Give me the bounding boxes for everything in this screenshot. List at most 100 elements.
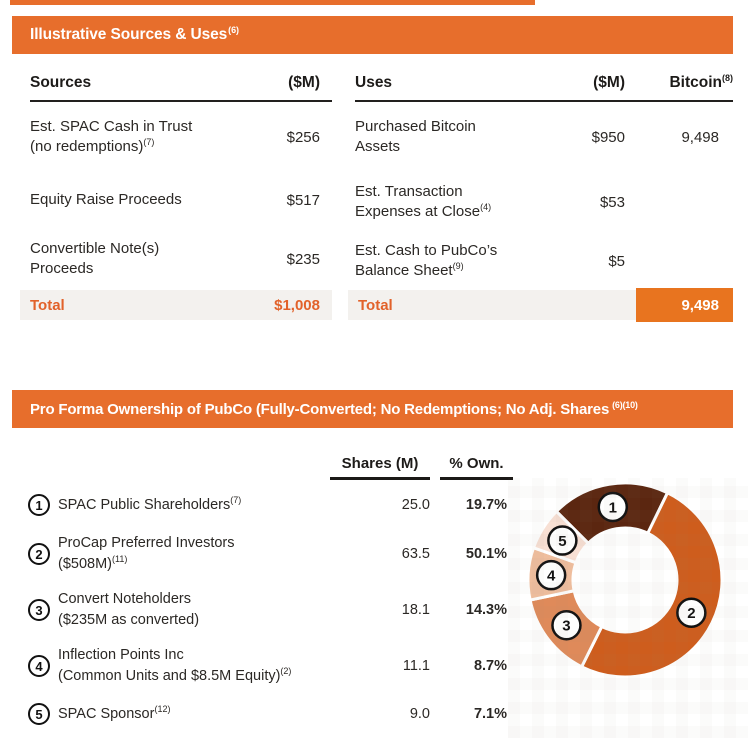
source-row-label: Convertible Note(s) Proceeds — [30, 239, 257, 279]
use-row-value: $5 — [608, 252, 625, 270]
donut-badge-circle-5 — [547, 525, 578, 556]
bitcoin-total-box: 9,498 — [636, 288, 733, 322]
source-row-value: $235 — [286, 250, 320, 268]
shares-column-header: Shares (M) — [330, 455, 430, 480]
source-row-value: $256 — [286, 128, 320, 146]
sources-total-label: Total — [30, 296, 65, 314]
holder-label: ProCap Preferred Investors ($508M)(11) — [58, 534, 355, 573]
table-row: Est. Cash to PubCo’s Balance Sheet(9) $5 — [355, 232, 733, 290]
table-row: Est. SPAC Cash in Trust (no redemptions)… — [30, 102, 332, 172]
use-label-text: Est. Transaction Expenses at Close — [355, 183, 481, 220]
ownership-donut-chart: 1 2 3 4 5 — [526, 481, 724, 679]
uses-column-header: Uses — [355, 74, 393, 91]
use-label-text: Purchased Bitcoin Assets — [355, 118, 476, 155]
footnote-ref: (8) — [722, 73, 733, 84]
donut-badge-number-3: 3 — [562, 618, 570, 635]
uses-total-label: Total — [358, 296, 393, 314]
footnote-ref: (4) — [480, 202, 492, 212]
banner2-footnote: (6)(10) — [612, 400, 638, 410]
holder-label-text: ProCap Preferred Investors ($508M) — [58, 535, 235, 572]
holder-label: Inflection Points Inc (Common Units and … — [58, 646, 355, 685]
bitcoin-column-header: Bitcoin(8) — [633, 73, 733, 92]
holder-shares: 18.1 — [401, 602, 430, 618]
holder-label-text: SPAC Sponsor — [58, 705, 155, 722]
list-item: 3 Convert Noteholders ($235M as converte… — [28, 582, 513, 638]
ownership-banner-title: Pro Forma Ownership of PubCo (Fully-Conv… — [30, 400, 638, 418]
donut-badge-number-2: 2 — [687, 605, 695, 622]
list-item: 2 ProCap Preferred Investors ($508M)(11)… — [28, 526, 513, 582]
row-number-badge: 5 — [28, 703, 50, 725]
banner1-footnote: (6) — [228, 25, 239, 36]
sources-table-header: Sources ($M) — [30, 66, 332, 102]
holder-shares: 63.5 — [401, 546, 430, 562]
table-row: Convertible Note(s) Proceeds $235 — [30, 228, 332, 290]
footnote-ref: (11) — [112, 553, 128, 564]
holder-label: Convert Noteholders ($235M as converted) — [58, 590, 355, 629]
ownership-banner: Pro Forma Ownership of PubCo (Fully-Conv… — [12, 390, 733, 428]
row-number-badge: 3 — [28, 599, 50, 621]
holder-own-pct: 7.1% — [473, 706, 507, 722]
donut-badge-number-5: 5 — [558, 533, 566, 550]
footnote-ref: (7) — [230, 494, 242, 505]
banner1-text: Illustrative Sources & Uses — [30, 26, 228, 44]
donut-badge-number-1: 1 — [609, 499, 617, 516]
holder-label-text: Inflection Points Inc (Common Units and … — [58, 647, 281, 684]
sources-uses-banner-title: Illustrative Sources & Uses(6) — [30, 25, 239, 44]
uses-table-header: Uses ($M) Bitcoin(8) — [355, 66, 733, 102]
donut-badge-number-4: 4 — [547, 568, 556, 585]
use-label-text: Est. Cash to PubCo’s Balance Sheet — [355, 242, 498, 279]
footnote-ref: (12) — [154, 703, 171, 714]
holder-own-pct: 19.7% — [465, 497, 507, 513]
source-label-text: Convertible Note(s) Proceeds — [30, 240, 160, 277]
bitcoin-header-text: Bitcoin — [669, 74, 722, 92]
holder-own-pct: 50.1% — [465, 546, 507, 562]
cropped-banner-edge — [10, 0, 535, 5]
uses-total-row: Total $1,008 9,498 — [348, 288, 733, 322]
list-item: 5 SPAC Sponsor(12) 9.0 7.1% — [28, 694, 513, 734]
source-label-text: Est. SPAC Cash in Trust (no redemptions) — [30, 118, 193, 155]
donut-badge-circle-1 — [597, 491, 629, 523]
source-row-value: $517 — [286, 191, 320, 209]
donut-badge-circle-3 — [551, 610, 582, 641]
footnote-ref: (9) — [452, 261, 464, 271]
donut-badge-circle-4 — [535, 559, 567, 591]
use-row-label: Est. Transaction Expenses at Close(4) — [355, 182, 568, 222]
use-row-label: Est. Cash to PubCo’s Balance Sheet(9) — [355, 241, 568, 281]
table-row: Purchased Bitcoin Assets $950 9,498 — [355, 102, 733, 172]
sources-amount-column-header: ($M) — [288, 74, 320, 91]
row-number-badge: 2 — [28, 543, 50, 565]
sources-uses-banner: Illustrative Sources & Uses(6) — [12, 16, 733, 54]
uses-table: Uses ($M) Bitcoin(8) Purchased Bitcoin A… — [348, 66, 733, 322]
list-item: 4 Inflection Points Inc (Common Units an… — [28, 638, 513, 694]
list-item: 1 SPAC Public Shareholders(7) 25.0 19.7% — [28, 484, 513, 526]
uses-amount-column-header: ($M) — [593, 74, 625, 91]
footnote-ref: (2) — [280, 665, 292, 676]
own-pct-column-header: % Own. — [440, 455, 513, 480]
holder-own-pct: 14.3% — [465, 602, 507, 618]
holder-own-pct: 8.7% — [473, 658, 507, 674]
table-row: Est. Transaction Expenses at Close(4) $5… — [355, 172, 733, 232]
holder-label-text: SPAC Public Shareholders — [58, 496, 231, 513]
holder-label: SPAC Public Shareholders(7) — [58, 495, 355, 515]
sources-column-header: Sources — [30, 74, 92, 91]
holder-shares: 9.0 — [409, 706, 430, 722]
table-row: Equity Raise Proceeds $517 — [30, 172, 332, 228]
row-number-badge: 4 — [28, 655, 50, 677]
use-row-label: Purchased Bitcoin Assets — [355, 117, 568, 157]
ownership-table: 1 SPAC Public Shareholders(7) 25.0 19.7%… — [28, 484, 513, 734]
holder-shares: 11.1 — [402, 658, 430, 674]
use-row-bitcoin: 9,498 — [681, 128, 719, 146]
source-label-text: Equity Raise Proceeds — [30, 191, 182, 209]
use-row-value: $950 — [591, 128, 625, 146]
source-row-label: Equity Raise Proceeds — [30, 190, 257, 210]
footnote-ref: (7) — [143, 137, 155, 147]
sources-total-value: $1,008 — [274, 296, 320, 314]
row-number-badge: 1 — [28, 494, 50, 516]
holder-shares: 25.0 — [401, 497, 430, 513]
sources-total-row: Total $1,008 — [20, 290, 332, 320]
sources-table: Sources ($M) Est. SPAC Cash in Trust (no… — [20, 66, 332, 320]
holder-label-text: Convert Noteholders ($235M as converted) — [58, 591, 200, 628]
source-row-label: Est. SPAC Cash in Trust (no redemptions)… — [30, 117, 257, 157]
donut-segment-2 — [579, 490, 724, 679]
